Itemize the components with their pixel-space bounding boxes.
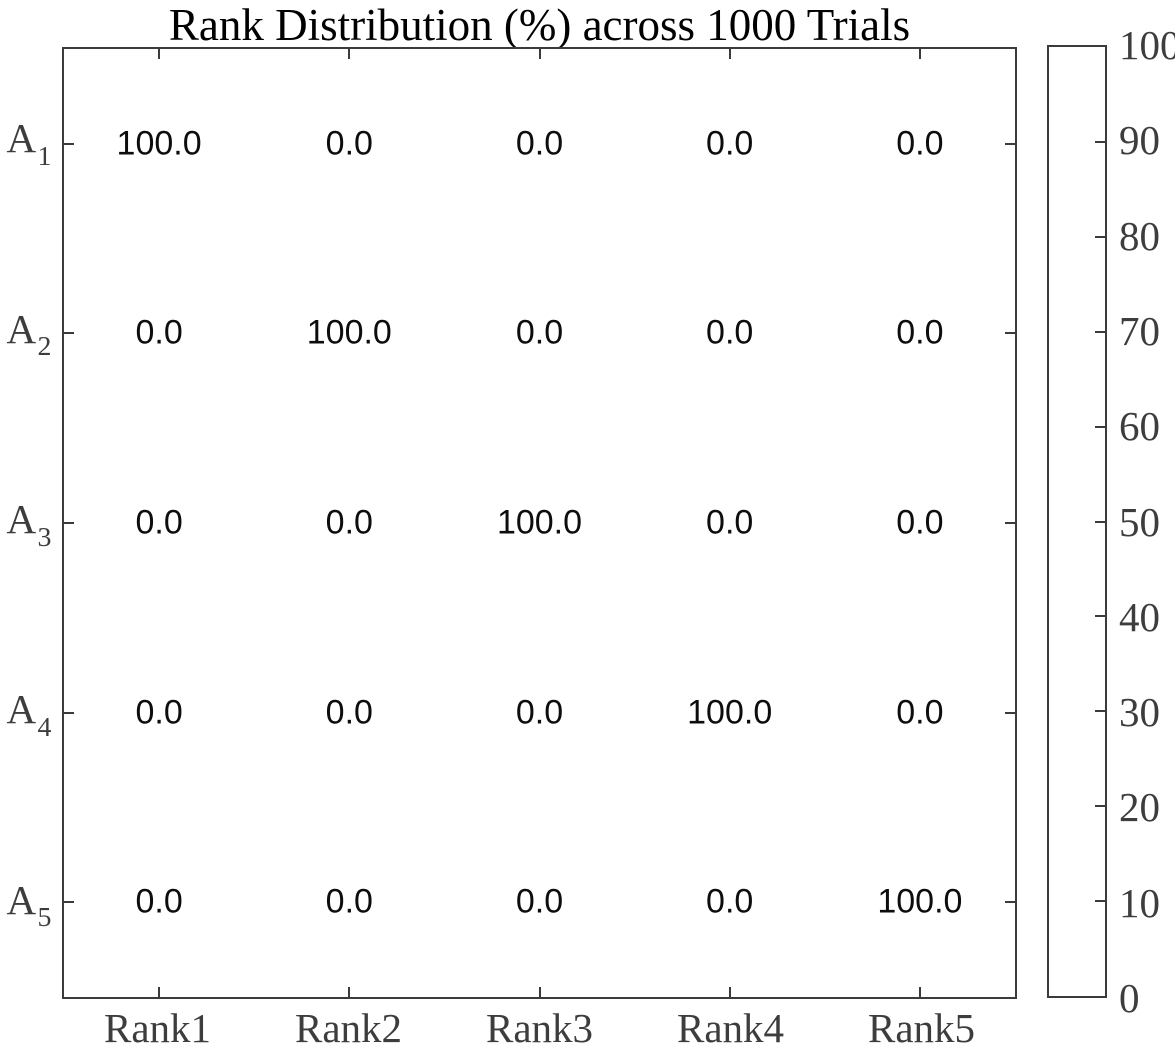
colorbar-tick-label: 10 <box>1119 879 1160 926</box>
y-tick-right <box>1005 142 1015 145</box>
y-tick-label: A3 <box>6 495 51 553</box>
cell-value: 100.0 <box>687 693 773 732</box>
colorbar-tick <box>1095 520 1105 523</box>
cell-value: 0.0 <box>896 503 944 542</box>
y-label-subscript: 3 <box>37 521 52 553</box>
colorbar-tick-label: 60 <box>1119 403 1160 450</box>
cell-value: 0.0 <box>896 124 944 163</box>
cell-value: 0.0 <box>135 882 183 921</box>
colorbar-tick <box>1095 900 1105 903</box>
y-tick-right <box>1005 332 1015 335</box>
colorbar-tick-label: 30 <box>1119 689 1160 736</box>
x-tick-bottom <box>538 987 541 997</box>
colorbar-tick <box>1095 710 1105 713</box>
colorbar-tick-label: 90 <box>1119 117 1160 164</box>
colorbar-tick-label: 50 <box>1119 498 1160 545</box>
cell-value: 100.0 <box>116 124 202 163</box>
x-tick-label: Rank5 <box>867 1005 976 1051</box>
cell-value: 0.0 <box>325 503 373 542</box>
x-tick-bottom <box>348 987 351 997</box>
cell-value: 100.0 <box>306 313 392 352</box>
colorbar-tick <box>1095 235 1105 238</box>
cell-value: 100.0 <box>496 503 583 542</box>
y-tick-right <box>1005 901 1015 904</box>
cell-value: 0.0 <box>515 693 564 732</box>
x-tick-top <box>158 49 161 59</box>
x-tick-top <box>728 49 731 59</box>
colorbar-labels: 0 10 20 30 40 50 60 70 80 90 100 <box>1119 22 1175 1021</box>
colorbar-tick-label: 20 <box>1119 784 1160 831</box>
y-label-subscript: 1 <box>37 140 52 172</box>
x-tick-top <box>348 49 351 59</box>
x-tick-bottom <box>728 987 731 997</box>
y-tick-left <box>64 901 74 904</box>
cell-value: 0.0 <box>135 693 183 732</box>
y-tick-label: A4 <box>6 686 51 744</box>
cell-value: 0.0 <box>515 313 564 352</box>
y-label-base: A <box>6 686 37 733</box>
cell-value: 0.0 <box>135 503 183 542</box>
cell-value: 0.0 <box>325 882 373 921</box>
chart-title: Rank Distribution (%) across 1000 Trials <box>168 0 911 50</box>
y-tick-label: A2 <box>6 305 51 363</box>
colorbar-tick-label: 0 <box>1119 975 1140 1021</box>
plot-area: 100.0 0.0 0.0 0.0 0.0 0.0 100.0 0.0 0.0 0.0 0.0 0.0… <box>62 47 1017 999</box>
cell-value: 0.0 <box>706 313 754 352</box>
cell-value: 0.0 <box>515 124 564 163</box>
y-tick-label: A1 <box>6 114 51 172</box>
x-axis-labels: Rank1 Rank2 Rank3 Rank4 Rank5 <box>62 1004 1017 1054</box>
colorbar-tick <box>1095 140 1105 143</box>
y-axis-labels: A1 A2 A3 A4 A5 <box>0 47 54 999</box>
cell-value: 0.0 <box>896 693 944 732</box>
x-tick-label: Rank1 <box>103 1005 212 1051</box>
x-tick-top <box>918 49 921 59</box>
x-tick-label: Rank3 <box>485 1005 594 1051</box>
colorbar <box>1047 45 1107 998</box>
colorbar-tick <box>1095 805 1105 808</box>
colorbar-tick-label: 70 <box>1119 307 1160 354</box>
colorbar-tick-label: 80 <box>1119 212 1160 259</box>
y-label-base: A <box>6 305 37 352</box>
colorbar-tick <box>1095 615 1105 618</box>
cell-value: 0.0 <box>896 313 944 352</box>
colorbar-tick <box>1095 425 1105 428</box>
y-label-base: A <box>6 115 37 162</box>
x-tick-bottom <box>918 987 921 997</box>
cell-value: 0.0 <box>706 503 754 542</box>
y-label-base: A <box>6 496 37 543</box>
colorbar-tick-label: 40 <box>1119 593 1160 640</box>
cell-value: 0.0 <box>706 124 754 163</box>
x-tick-label: Rank4 <box>676 1005 785 1051</box>
cell-value: 0.0 <box>325 693 373 732</box>
cell-value: 0.0 <box>706 882 754 921</box>
colorbar-tick-label: 100 <box>1119 22 1175 68</box>
y-tick-left <box>64 711 74 714</box>
x-tick-top <box>538 49 541 59</box>
y-tick-right <box>1005 711 1015 714</box>
y-label-base: A <box>6 876 37 923</box>
y-tick-left <box>64 522 74 524</box>
y-label-subscript: 4 <box>37 712 52 744</box>
y-tick-left <box>64 332 74 335</box>
y-tick-left <box>64 142 74 145</box>
y-label-subscript: 5 <box>37 902 52 934</box>
x-tick-bottom <box>158 987 161 997</box>
cell-value: 0.0 <box>515 882 564 921</box>
cell-value: 0.0 <box>325 124 373 163</box>
cell-value: 100.0 <box>877 882 963 921</box>
cell-value: 0.0 <box>135 313 183 352</box>
y-tick-right <box>1005 522 1015 524</box>
y-tick-label: A5 <box>6 876 51 934</box>
x-tick-label: Rank2 <box>294 1005 403 1051</box>
colorbar-tick <box>1095 330 1105 333</box>
y-label-subscript: 2 <box>37 331 52 363</box>
